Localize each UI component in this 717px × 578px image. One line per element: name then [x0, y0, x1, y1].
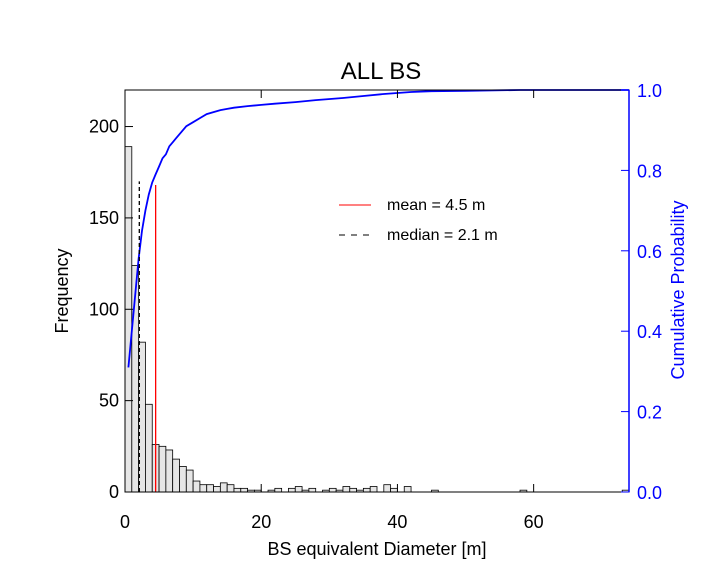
y-tick-label: 0 [109, 482, 119, 502]
y2-tick-label: 0.6 [637, 242, 662, 262]
histogram-bar [185, 469, 194, 493]
y-tick-label: 200 [89, 117, 119, 137]
histogram-bar [199, 484, 208, 493]
y2-tick-label: 1.0 [637, 81, 662, 101]
histogram-bar [294, 486, 303, 493]
x-tick-label: 20 [251, 512, 271, 532]
histogram-bar [240, 487, 248, 493]
y-tick-label: 100 [89, 299, 119, 319]
histogram-bar [179, 466, 187, 493]
plot-frame [124, 89, 630, 493]
histogram-bar [390, 487, 398, 493]
cumulative-curve [127, 89, 629, 368]
y-tick-label: 150 [89, 208, 119, 228]
bottom-axis-ticks: 0 20 40 60 [120, 90, 544, 532]
chart-title: ALL BS [341, 58, 422, 85]
histogram-bar [288, 487, 296, 493]
histogram-bar [274, 487, 283, 493]
x-axis-label: BS equivalent Diameter [m] [267, 539, 486, 559]
histogram-bar [219, 482, 228, 493]
histogram-bar [362, 487, 371, 493]
histogram-bar [308, 487, 317, 493]
histogram-bar [124, 146, 133, 493]
histogram-bar [369, 486, 378, 493]
histogram-bar [206, 484, 214, 493]
histogram-bar [403, 486, 412, 493]
histogram-bar [226, 484, 235, 493]
histogram-bar [342, 486, 351, 493]
histogram-bar [192, 480, 201, 493]
x-tick-label: 60 [524, 512, 544, 532]
y2-axis-label: Cumulative Probability [668, 200, 688, 379]
x-tick-label: 0 [120, 512, 130, 532]
histogram-bars [124, 146, 630, 493]
y2-tick-label: 0.0 [637, 483, 662, 503]
histogram-bar [165, 449, 174, 493]
legend-mean-label: mean = 4.5 m [387, 197, 485, 214]
statistic-lines [138, 181, 157, 492]
histogram-bar [158, 445, 167, 493]
histogram-bar [233, 487, 242, 493]
legend: mean = 4.5 m median = 2.1 m [339, 197, 498, 244]
y-tick-label: 50 [99, 391, 119, 411]
cdf-line [127, 89, 629, 368]
histogram-bar [145, 403, 153, 493]
left-axis-ticks: 0 50 100 150 200 [89, 117, 133, 502]
x-tick-label: 40 [387, 512, 407, 532]
legend-median-label: median = 2.1 m [387, 227, 498, 244]
y2-tick-label: 0.4 [637, 322, 662, 342]
y2-tick-label: 0.8 [637, 161, 662, 181]
histogram-bar [383, 484, 392, 493]
histogram-bar [328, 487, 337, 493]
y2-tick-label: 0.2 [637, 403, 662, 423]
y-axis-label: Frequency [52, 248, 72, 333]
right-axis-ticks: 0.0 0.2 0.4 0.6 0.8 1.0 [621, 81, 662, 503]
histogram-bar [349, 487, 357, 493]
histogram-bar [172, 458, 180, 493]
histogram-bar [213, 486, 221, 493]
